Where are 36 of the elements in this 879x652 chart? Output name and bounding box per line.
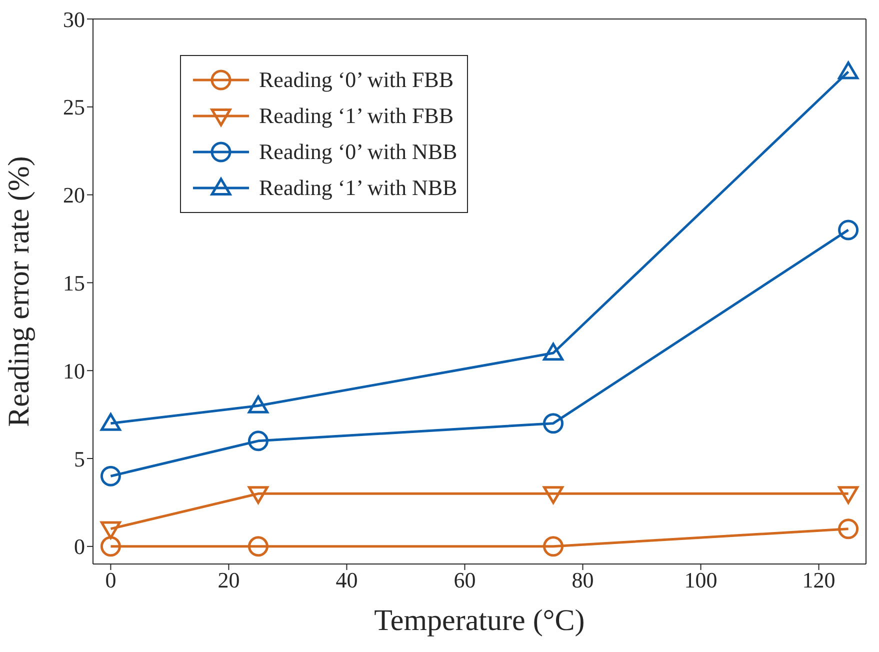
point <box>100 413 121 431</box>
point <box>838 61 859 80</box>
point <box>248 430 268 452</box>
legend-label: Reading ‘1’ with NBB <box>259 175 458 201</box>
x-tick-label: 80 <box>572 568 594 593</box>
point <box>248 536 268 557</box>
y-tick-label: 5 <box>74 446 85 472</box>
point <box>838 518 859 540</box>
x-tick-label: 60 <box>454 568 476 593</box>
x-tick-label: 40 <box>336 568 358 593</box>
point <box>100 521 121 540</box>
x-tick-label: 100 <box>684 568 718 593</box>
point <box>838 220 859 240</box>
y-tick-label: 0 <box>74 534 85 560</box>
x-tick-label: 20 <box>218 568 240 593</box>
x-axis-title: Temperature (°C) <box>374 604 585 637</box>
y-tick-label: 30 <box>63 6 85 32</box>
point <box>100 536 121 557</box>
point <box>838 486 859 504</box>
y-tick-label: 10 <box>63 358 85 384</box>
point <box>543 342 564 361</box>
point <box>543 486 564 504</box>
y-axis-title: Reading error rate (%) <box>2 156 36 427</box>
legend-label: Reading ‘1’ with FBB <box>259 103 454 129</box>
y-tick-label: 25 <box>63 94 85 120</box>
point <box>543 413 564 434</box>
y-tick-label: 20 <box>63 182 85 208</box>
point <box>100 466 121 486</box>
y-tick-label: 15 <box>63 270 85 296</box>
x-tick-label: 0 <box>105 568 116 593</box>
point <box>543 536 564 557</box>
point <box>248 486 268 504</box>
legend-label: Reading ‘0’ with NBB <box>259 139 458 165</box>
x-tick-label: 120 <box>802 568 836 593</box>
point <box>248 396 268 414</box>
legend-label: Reading ‘0’ with FBB <box>259 67 454 93</box>
